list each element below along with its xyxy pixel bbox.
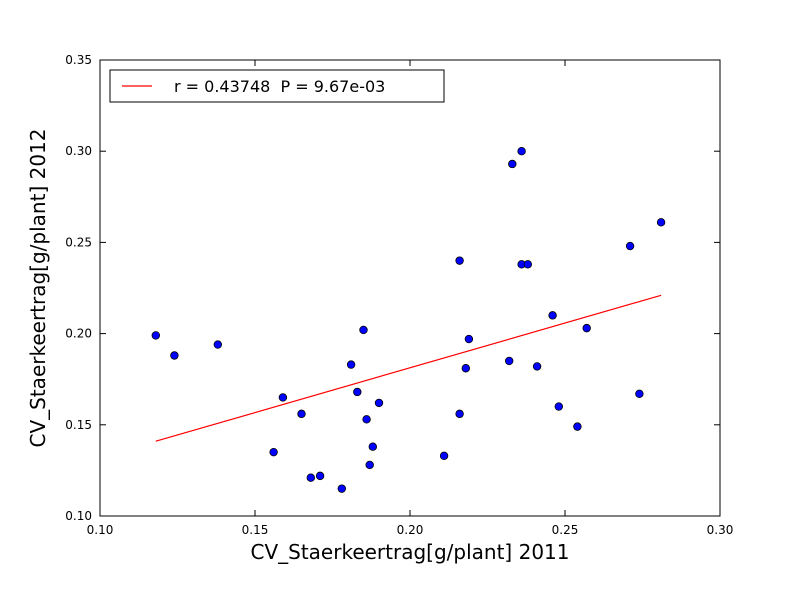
y-tick-label: 0.30: [65, 144, 92, 158]
data-point: [269, 447, 278, 457]
data-point: [523, 260, 532, 269]
x-tick-label: 0.30: [707, 523, 734, 537]
data-point: [315, 471, 325, 481]
data-point: [365, 460, 374, 470]
data-point: [625, 241, 635, 251]
data-point: [337, 484, 346, 493]
data-point: [464, 334, 474, 344]
x-tick-label: 0.15: [242, 523, 269, 537]
data-point: [170, 351, 179, 360]
data-point: [297, 409, 306, 419]
ticks-layer: [99, 59, 721, 517]
x-tick-label: 0.25: [552, 523, 579, 537]
data-point: [374, 398, 384, 408]
data-point: [508, 159, 517, 169]
data-point: [346, 360, 356, 369]
data-point: [439, 451, 449, 461]
y-tick-label: 0.10: [65, 509, 92, 523]
data-point: [353, 387, 362, 397]
data-point: [505, 356, 514, 366]
data-point: [368, 442, 377, 451]
legend-label: r = 0.43748 P = 9.67e-03: [174, 77, 385, 96]
tick-labels-layer: 0.10 0.15 0.20 0.25 0.30 0.10 0.15 0.20 0.25 0.30…: [65, 53, 733, 537]
fit-line-layer: [155, 294, 662, 442]
data-point: [362, 415, 371, 424]
y-axis-label: CV_Staerkeertrag[g/plant] 2012: [26, 128, 50, 447]
data-point: [278, 393, 288, 402]
data-point: [461, 364, 470, 373]
data-point: [573, 422, 582, 431]
y-tick-label: 0.20: [65, 327, 92, 341]
data-point: [455, 409, 464, 419]
data-point: [582, 323, 591, 333]
data-point: [213, 340, 222, 349]
y-tick-label: 0.15: [65, 418, 92, 432]
data-point: [635, 389, 644, 398]
x-axis-label: CV_Staerkeertrag[g/plant] 2011: [250, 540, 569, 564]
data-point: [306, 473, 315, 482]
data-point: [554, 402, 563, 411]
data-point: [455, 256, 464, 265]
x-tick-label: 0.10: [87, 523, 114, 537]
data-point: [359, 325, 368, 335]
data-point: [517, 146, 526, 156]
data-point: [151, 331, 160, 340]
points-layer: [151, 146, 666, 493]
data-point: [532, 362, 542, 371]
data-point: [548, 311, 557, 320]
x-tick-label: 0.20: [397, 523, 424, 537]
y-tick-label: 0.35: [65, 53, 92, 67]
fit-line: [155, 294, 662, 442]
legend: r = 0.43748 P = 9.67e-03: [109, 69, 445, 103]
y-tick-label: 0.25: [65, 235, 92, 249]
data-point: [656, 218, 666, 227]
legend-box: [109, 69, 445, 103]
